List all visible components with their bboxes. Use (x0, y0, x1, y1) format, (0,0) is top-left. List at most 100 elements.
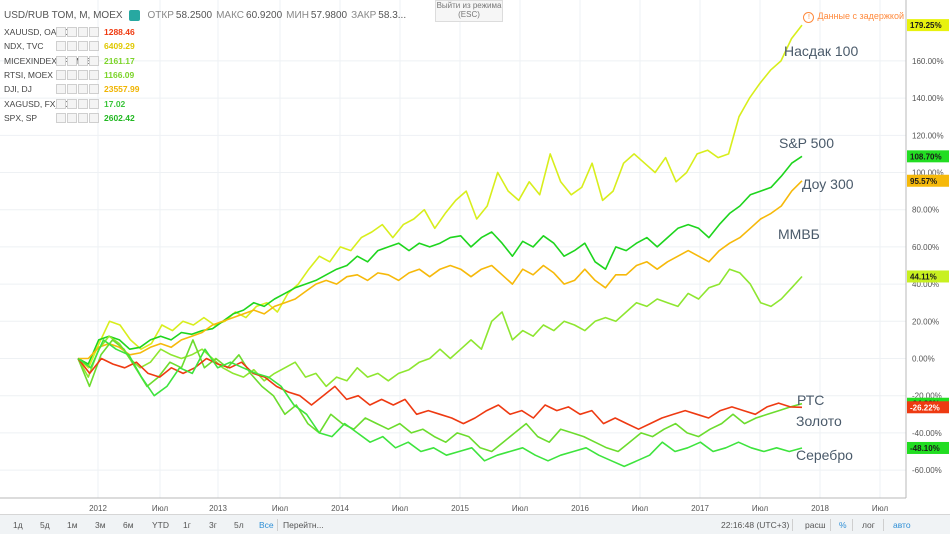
legend-value: 1288.46 (104, 27, 135, 38)
y-tick-label: -60.00% (912, 466, 942, 475)
log-scale-button[interactable]: лог (862, 520, 875, 530)
eye-icon[interactable] (56, 98, 66, 109)
legend-row[interactable]: XAUUSD, OANDA 1288.46 (4, 25, 139, 39)
series-line (77, 268, 803, 388)
price-axis-end-label: 95.57% (910, 177, 937, 186)
legend-symbol: MICEXINDEXCF, MOEX (4, 55, 98, 66)
add-icon[interactable] (78, 41, 88, 52)
chart-canvas[interactable]: 160.00% 140.00% 120.00% 100.00% 80.00% 60.00%… (0, 0, 950, 514)
x-tick-label: 2015 (451, 504, 469, 513)
auto-scale-button[interactable]: авто (893, 520, 911, 530)
x-tick-label: Июл (872, 504, 889, 513)
eye-icon[interactable] (56, 41, 66, 52)
exit-mode-tooltip: Выйти из режима (ESC) (435, 0, 503, 22)
range-button[interactable]: 5д (40, 520, 50, 530)
extended-hours-button[interactable]: расш (805, 520, 826, 530)
delayed-data-notice[interactable]: ! Данные с задержкой (803, 11, 904, 23)
legend-value: 1166.09 (104, 70, 135, 81)
settings-icon[interactable] (67, 112, 77, 123)
range-button[interactable]: 6м (123, 520, 134, 530)
legend-value: 23557.99 (104, 84, 140, 95)
open-value: 58.2500 (175, 10, 213, 21)
y-tick-label: 160.00% (912, 57, 944, 66)
add-icon[interactable] (78, 84, 88, 95)
close-icon[interactable] (89, 112, 99, 123)
add-icon[interactable] (78, 70, 88, 81)
close-icon[interactable] (89, 84, 99, 95)
legend-row[interactable]: SPX, SP 2602.42 (4, 111, 139, 125)
series-annotation: РТС (797, 392, 824, 408)
legend-controls (56, 98, 100, 109)
toolbar-divider (852, 519, 853, 531)
close-icon[interactable] (89, 27, 99, 38)
price-axis-end-badge (907, 19, 949, 32)
legend-row[interactable]: XAGUSD, FX_IDC 17.02 (4, 96, 139, 110)
toolbar-divider (277, 519, 278, 531)
visibility-toggle-icon[interactable] (128, 10, 140, 21)
close-icon[interactable] (89, 70, 99, 81)
range-button[interactable]: Все (259, 520, 274, 530)
add-icon[interactable] (78, 27, 88, 38)
goto-date-button[interactable]: Перейтн... (283, 520, 324, 530)
tooltip-line-2: (ESC) (458, 10, 480, 19)
legend-value: 2161.17 (104, 55, 135, 66)
x-tick-label: 2013 (209, 504, 227, 513)
eye-icon[interactable] (56, 55, 66, 66)
add-icon[interactable] (78, 112, 88, 123)
series-annotation: S&P 500 (779, 135, 834, 151)
add-icon[interactable] (78, 55, 88, 66)
legend-value: 6409.29 (104, 41, 135, 52)
close-icon[interactable] (89, 98, 99, 109)
series-annotation: Насдак 100 (784, 43, 858, 59)
eye-icon[interactable] (56, 84, 66, 95)
price-axis-end-label: 179.25% (910, 21, 942, 30)
range-button[interactable]: 1м (67, 520, 78, 530)
range-button[interactable]: 3г (209, 520, 217, 530)
settings-icon[interactable] (67, 41, 77, 52)
legend-row[interactable]: MICEXINDEXCF, MOEX 2161.17 (4, 54, 139, 68)
y-tick-label: -20.00% (912, 392, 942, 401)
y-tick-label: 60.00% (912, 243, 939, 252)
bottom-toolbar: 1д 5д 1м 3м 6м YTD 1г 3г 5л Все Перейтн... 22:16:48… (0, 514, 950, 534)
x-tick-label: Июл (632, 504, 649, 513)
legend-row[interactable]: NDX, TVC 6409.29 (4, 39, 139, 53)
legend-symbol: DJI, DJ (4, 84, 32, 95)
eye-icon[interactable] (56, 70, 66, 81)
series-annotation: Доу 300 (802, 176, 854, 192)
settings-icon[interactable] (67, 98, 77, 109)
close-label: ЗАКР (351, 10, 377, 21)
add-icon[interactable] (78, 98, 88, 109)
range-button[interactable]: 5л (234, 520, 244, 530)
close-icon[interactable] (89, 55, 99, 66)
settings-icon[interactable] (67, 27, 77, 38)
range-button[interactable]: YTD (152, 520, 169, 530)
close-icon[interactable] (89, 41, 99, 52)
range-button[interactable]: 1д (13, 520, 23, 530)
settings-icon[interactable] (67, 70, 77, 81)
clock-readout[interactable]: 22:16:48 (UTC+3) (721, 520, 790, 530)
eye-icon[interactable] (56, 27, 66, 38)
clock-icon: ! (803, 12, 815, 23)
legend-row[interactable]: RTSI, MOEX 1166.09 (4, 68, 139, 82)
y-tick-label: 20.00% (912, 317, 939, 326)
settings-icon[interactable] (67, 55, 77, 66)
compare-legend: XAUUSD, OANDA 1288.46 NDX, TVC 6409.29 MICEX… (4, 25, 139, 125)
series-line (77, 357, 803, 431)
y-tick-label: 100.00% (912, 169, 944, 178)
price-axis-end-badge (907, 270, 949, 283)
legend-controls (56, 112, 100, 123)
range-button[interactable]: 3м (95, 520, 106, 530)
legend-symbol: RTSI, MOEX (4, 70, 53, 81)
series-line (77, 339, 803, 468)
x-tick-label: Июл (272, 504, 289, 513)
percent-scale-button[interactable]: % (839, 520, 847, 530)
main-symbol-header: USD/RUB TOM, M, MOEX ОТКР 58.2500 МАКС 6… (4, 10, 406, 21)
legend-row[interactable]: DJI, DJ 23557.99 (4, 82, 139, 96)
settings-icon[interactable] (67, 84, 77, 95)
y-tick-label: -40.00% (912, 429, 942, 438)
high-label: МАКС (216, 10, 245, 21)
range-button[interactable]: 1г (183, 520, 191, 530)
legend-symbol: NDX, TVC (4, 41, 44, 52)
eye-icon[interactable] (56, 112, 66, 123)
